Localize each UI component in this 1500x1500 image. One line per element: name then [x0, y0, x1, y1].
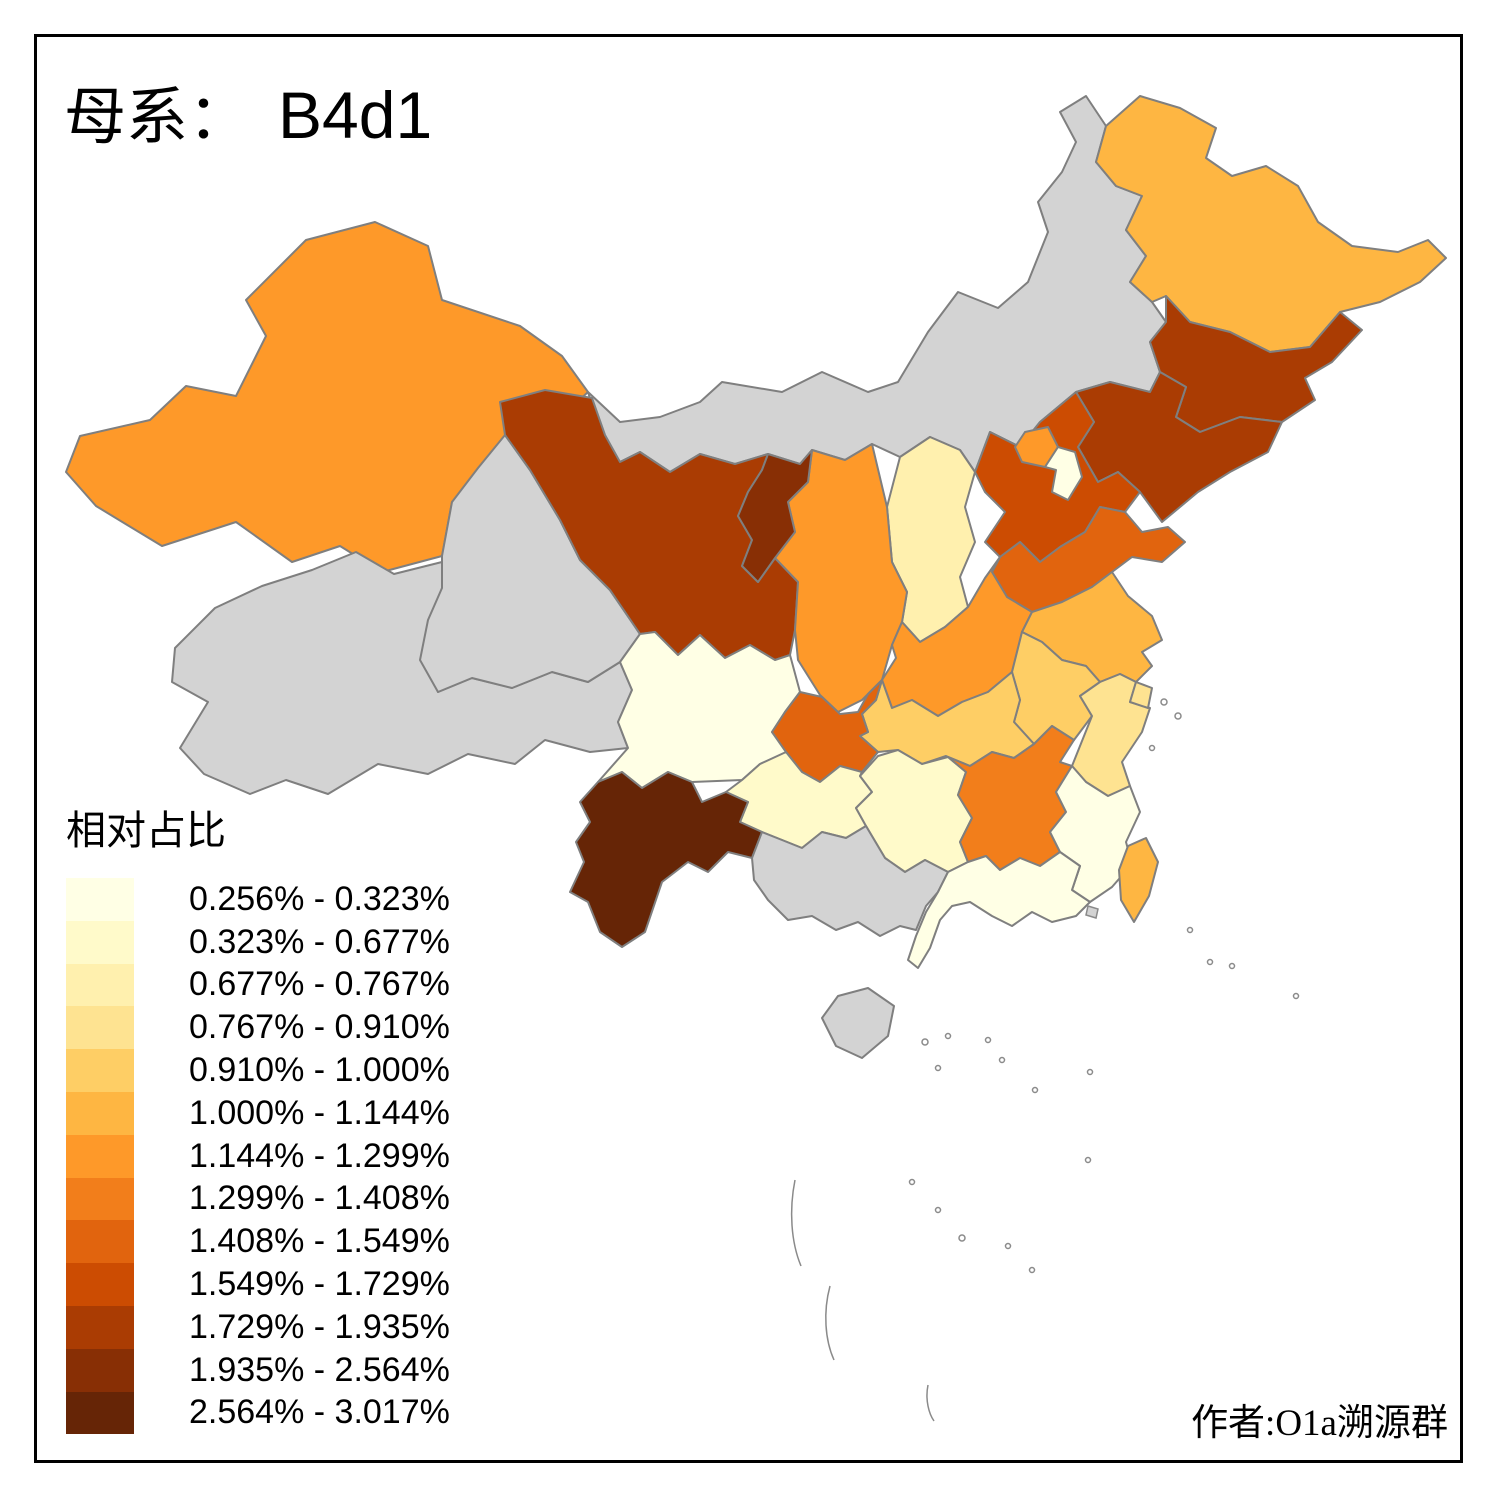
province-tianjin	[1044, 446, 1083, 501]
province-yunnan	[569, 771, 763, 948]
legend-label-6: 1.000% - 1.144%	[189, 1093, 450, 1132]
legend-swatch-9	[66, 1220, 134, 1264]
legend-row-9: 1.408% - 1.549%	[66, 1220, 486, 1264]
legend-row-6: 1.000% - 1.144%	[66, 1091, 486, 1135]
legend-swatch-2	[66, 920, 134, 964]
province-guangxi	[751, 825, 949, 937]
legend-swatch-1	[66, 878, 134, 921]
legend-swatch-10	[66, 1263, 134, 1306]
legend-swatch-11	[66, 1305, 134, 1349]
legend-label-12: 1.935% - 2.564%	[189, 1350, 450, 1389]
legend-label-9: 1.408% - 1.549%	[189, 1222, 450, 1261]
legend-label-13: 2.564% - 3.017%	[189, 1393, 450, 1432]
legend-swatch-7	[66, 1134, 134, 1178]
legend-row-7: 1.144% - 1.299%	[66, 1134, 486, 1178]
province-fujian	[1049, 765, 1141, 903]
legend-row-3: 0.677% - 0.767%	[66, 963, 486, 1007]
legend-swatch-4	[66, 1006, 134, 1050]
legend-swatch-6	[66, 1091, 134, 1135]
legend-row-2: 0.323% - 0.677%	[66, 920, 486, 964]
legend-swatch-5	[66, 1049, 134, 1092]
province-guangdong	[907, 851, 1091, 969]
legend-row-11: 1.729% - 1.935%	[66, 1305, 486, 1349]
province-heilongjiang	[1095, 95, 1447, 353]
sea-islands	[790, 698, 1300, 1422]
legend-swatch-13	[66, 1391, 134, 1435]
hongkong-islet	[1085, 905, 1099, 919]
province-taiwan	[1118, 837, 1159, 923]
credit-text: 作者:O1a溯源群	[1191, 1403, 1448, 1444]
legend-label-7: 1.144% - 1.299%	[189, 1136, 450, 1175]
title-haplogroup: B4d1	[278, 78, 433, 152]
legend-swatch-8	[66, 1177, 134, 1221]
legend-swatch-3	[66, 963, 134, 1007]
legend-label-2: 0.323% - 0.677%	[189, 922, 450, 961]
legend-row-5: 0.910% - 1.000%	[66, 1049, 486, 1092]
legend-label-5: 0.910% - 1.000%	[189, 1051, 450, 1090]
legend-row-8: 1.299% - 1.408%	[66, 1177, 486, 1221]
legend-row-1: 0.256% - 0.323%	[66, 878, 486, 921]
province-shanghai	[1129, 681, 1153, 709]
legend-swatch-12	[66, 1348, 134, 1392]
province-xinjiang	[65, 221, 589, 573]
legend-label-3: 0.677% - 0.767%	[189, 965, 450, 1004]
legend-row-12: 1.935% - 2.564%	[66, 1348, 486, 1392]
province-ningxia	[737, 449, 813, 583]
legend-label-1: 0.256% - 0.323%	[189, 879, 450, 918]
legend: 相对占比 0.256% - 0.323% 0.323% - 0.677% 0.677…	[66, 798, 450, 1435]
legend-label-10: 1.549% - 1.729%	[189, 1265, 450, 1304]
legend-title: 相对占比	[66, 808, 226, 853]
province-hainan	[821, 987, 895, 1059]
title-prefix: 母系：	[64, 84, 251, 152]
page-title: 母系： B4d1	[64, 66, 432, 156]
legend-row-4: 0.767% - 0.910%	[66, 1006, 486, 1050]
legend-label-4: 0.767% - 0.910%	[189, 1008, 450, 1047]
legend-label-11: 1.729% - 1.935%	[189, 1307, 450, 1346]
legend-label-8: 1.299% - 1.408%	[189, 1179, 450, 1218]
legend-row-13: 2.564% - 3.017%	[66, 1391, 486, 1435]
legend-row-10: 1.549% - 1.729%	[66, 1263, 486, 1306]
legend-rows: 0.256% - 0.323% 0.323% - 0.677% 0.677% - 0…	[66, 878, 486, 1435]
